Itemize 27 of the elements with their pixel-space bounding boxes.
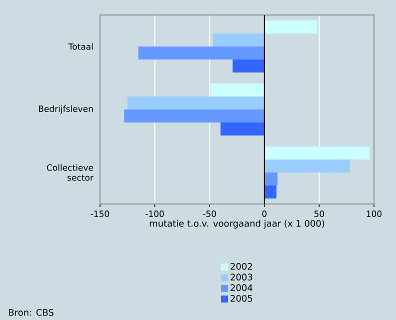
bar — [264, 20, 318, 34]
bar — [124, 110, 264, 123]
bar — [127, 96, 264, 110]
y-tick-label: Totaal — [68, 43, 93, 50]
legend-label: 2002 — [230, 262, 252, 270]
bar — [264, 186, 276, 199]
bar — [264, 172, 278, 186]
legend-label: 2003 — [230, 274, 252, 280]
x-tick-label: -150 — [90, 210, 110, 217]
text: Bron: CBS — [9, 308, 54, 316]
legend-label: 2004 — [230, 284, 252, 292]
legend-label: 2005 — [230, 294, 252, 302]
bar — [212, 34, 264, 47]
bar — [210, 84, 264, 97]
bar — [264, 146, 370, 160]
x-tick-label: -50 — [203, 210, 216, 217]
y-tick-label: Collectieve sector — [47, 164, 94, 181]
bar — [232, 60, 264, 73]
x-tick-label: 50 — [314, 210, 324, 217]
bar — [264, 160, 350, 173]
x-tick-label: 0 — [262, 210, 267, 217]
bar — [138, 46, 264, 60]
y-tick-label: Bedrijfsleven — [38, 105, 93, 114]
x-axis-title: mutatie t.o.v. voorgaand jaar (x 1 000) — [150, 220, 324, 229]
x-tick-label: 100 — [366, 210, 382, 217]
bar — [220, 122, 264, 136]
x-tick-label: -100 — [146, 210, 164, 217]
